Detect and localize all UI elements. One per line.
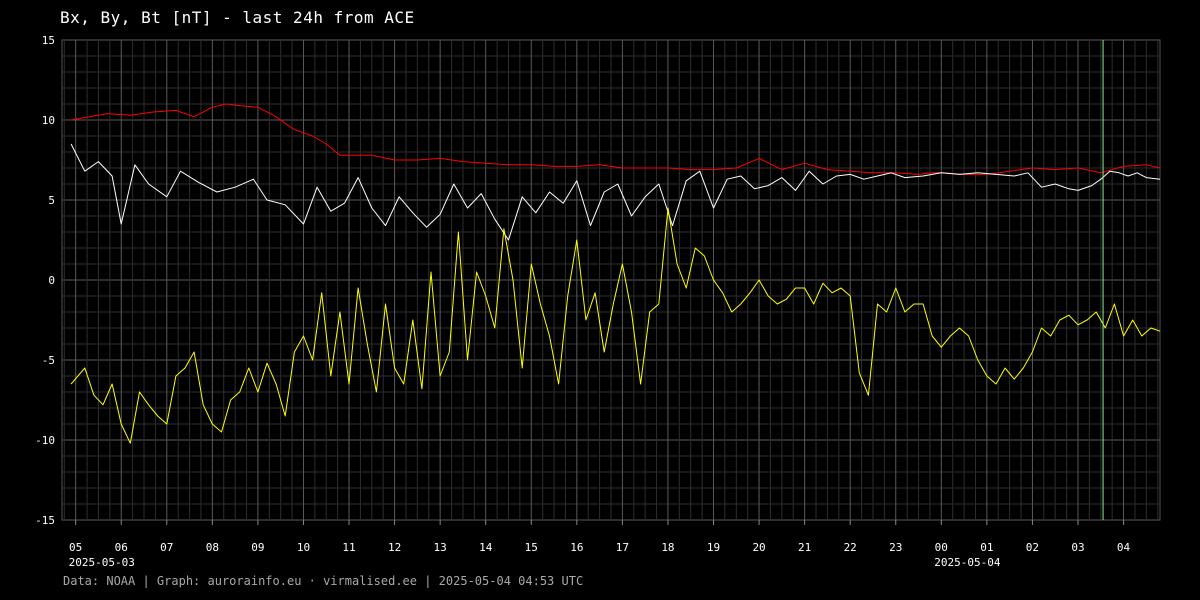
- y-tick-label: 5: [48, 194, 55, 207]
- series-line-bx: [70, 143, 1161, 241]
- x-tick-label: 01: [980, 541, 993, 554]
- x-tick-label: 21: [798, 541, 811, 554]
- y-tick-label: 15: [42, 34, 55, 47]
- x-tick-label: 04: [1117, 541, 1131, 554]
- y-tick-label: 0: [48, 274, 55, 287]
- x-tick-label: 16: [570, 541, 583, 554]
- chart-title: Bx, By, Bt [nT] - last 24h from ACE: [60, 8, 415, 27]
- x-tick-label: 05: [69, 541, 82, 554]
- y-axis: 15 10 5 0 -5 -10 -15: [35, 34, 55, 527]
- x-axis: 05 06 07 08 09 10 11 12 13 14 15 16 17 18 19 20 21 22 23 00…: [69, 520, 1131, 569]
- x-tick-label: 02: [1026, 541, 1039, 554]
- x-tick-label: 17: [616, 541, 629, 554]
- x-tick-label: 20: [752, 541, 765, 554]
- x-tick-label: 22: [844, 541, 857, 554]
- x-tick-label: 12: [388, 541, 401, 554]
- y-tick-label: -15: [35, 514, 55, 527]
- x-tick-label: 10: [297, 541, 310, 554]
- x-tick-label: 06: [115, 541, 128, 554]
- x-tick-label: 00: [935, 541, 948, 554]
- grid-lines: [61, 39, 1161, 521]
- x-date-label: 2025-05-03: [69, 556, 135, 569]
- series-lines: [70, 103, 1161, 444]
- series-line-by: [70, 207, 1161, 444]
- x-tick-label: 11: [342, 541, 355, 554]
- x-tick-label: 07: [160, 541, 173, 554]
- y-tick-label: -10: [35, 434, 55, 447]
- x-date-label: 2025-05-04: [934, 556, 1001, 569]
- x-tick-label: 13: [434, 541, 447, 554]
- x-tick-label: 23: [889, 541, 902, 554]
- y-tick-label: -5: [42, 354, 55, 367]
- y-tick-label: 10: [42, 114, 55, 127]
- x-tick-label: 03: [1071, 541, 1084, 554]
- x-tick-label: 18: [661, 541, 674, 554]
- x-tick-label: 14: [479, 541, 493, 554]
- footer-credits: Data: NOAA | Graph: aurorainfo.eu · virm…: [63, 574, 584, 588]
- x-tick-label: 19: [707, 541, 720, 554]
- x-tick-label: 08: [206, 541, 219, 554]
- series-line-bt: [71, 103, 1161, 175]
- x-tick-label: 15: [525, 541, 538, 554]
- x-tick-label: 09: [251, 541, 264, 554]
